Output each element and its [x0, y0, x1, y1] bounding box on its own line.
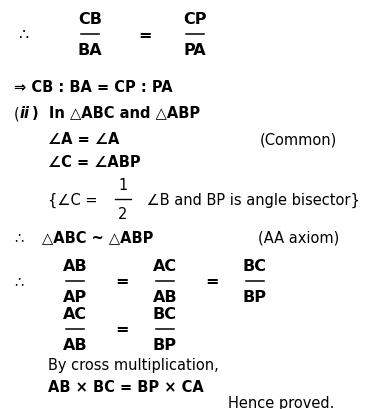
Text: =: =	[138, 27, 152, 43]
Text: ⇒ CB : BA = CP : PA: ⇒ CB : BA = CP : PA	[14, 80, 173, 95]
Text: Hence proved.: Hence proved.	[228, 396, 334, 409]
Text: CP: CP	[183, 12, 207, 27]
Text: =: =	[205, 274, 219, 289]
Text: AC: AC	[153, 258, 177, 273]
Text: BC: BC	[243, 258, 267, 273]
Text: CB: CB	[78, 12, 102, 27]
Text: PA: PA	[184, 43, 206, 58]
Text: BP: BP	[153, 337, 177, 352]
Text: =: =	[115, 274, 129, 289]
Text: )  In △ABC and △ABP: ) In △ABC and △ABP	[32, 106, 200, 121]
Text: BP: BP	[243, 289, 267, 304]
Text: (: (	[14, 106, 20, 121]
Text: AP: AP	[63, 289, 87, 304]
Text: AC: AC	[63, 306, 87, 321]
Text: ∠B and BP is angle bisector}: ∠B and BP is angle bisector}	[142, 192, 360, 207]
Text: (Common): (Common)	[260, 132, 337, 147]
Text: ∠C = ∠ABP: ∠C = ∠ABP	[48, 155, 141, 170]
Text: △ABC ~ △ABP: △ABC ~ △ABP	[42, 230, 153, 245]
Text: AB × BC = BP × CA: AB × BC = BP × CA	[48, 380, 204, 395]
Text: 2: 2	[118, 207, 128, 221]
Text: BA: BA	[78, 43, 102, 58]
Text: AB: AB	[63, 337, 87, 352]
Text: ii: ii	[20, 106, 30, 121]
Text: ∴: ∴	[14, 230, 23, 245]
Text: 1: 1	[119, 178, 128, 193]
Text: =: =	[115, 322, 129, 337]
Text: (AA axiom): (AA axiom)	[258, 230, 339, 245]
Text: By cross multiplication,: By cross multiplication,	[48, 357, 219, 373]
Text: AB: AB	[63, 258, 87, 273]
Text: ∠A = ∠A: ∠A = ∠A	[48, 132, 119, 147]
Text: {∠C =: {∠C =	[48, 192, 102, 207]
Text: ∴: ∴	[18, 27, 28, 43]
Text: BC: BC	[153, 306, 177, 321]
Text: AB: AB	[153, 289, 177, 304]
Text: ∴: ∴	[14, 274, 23, 289]
